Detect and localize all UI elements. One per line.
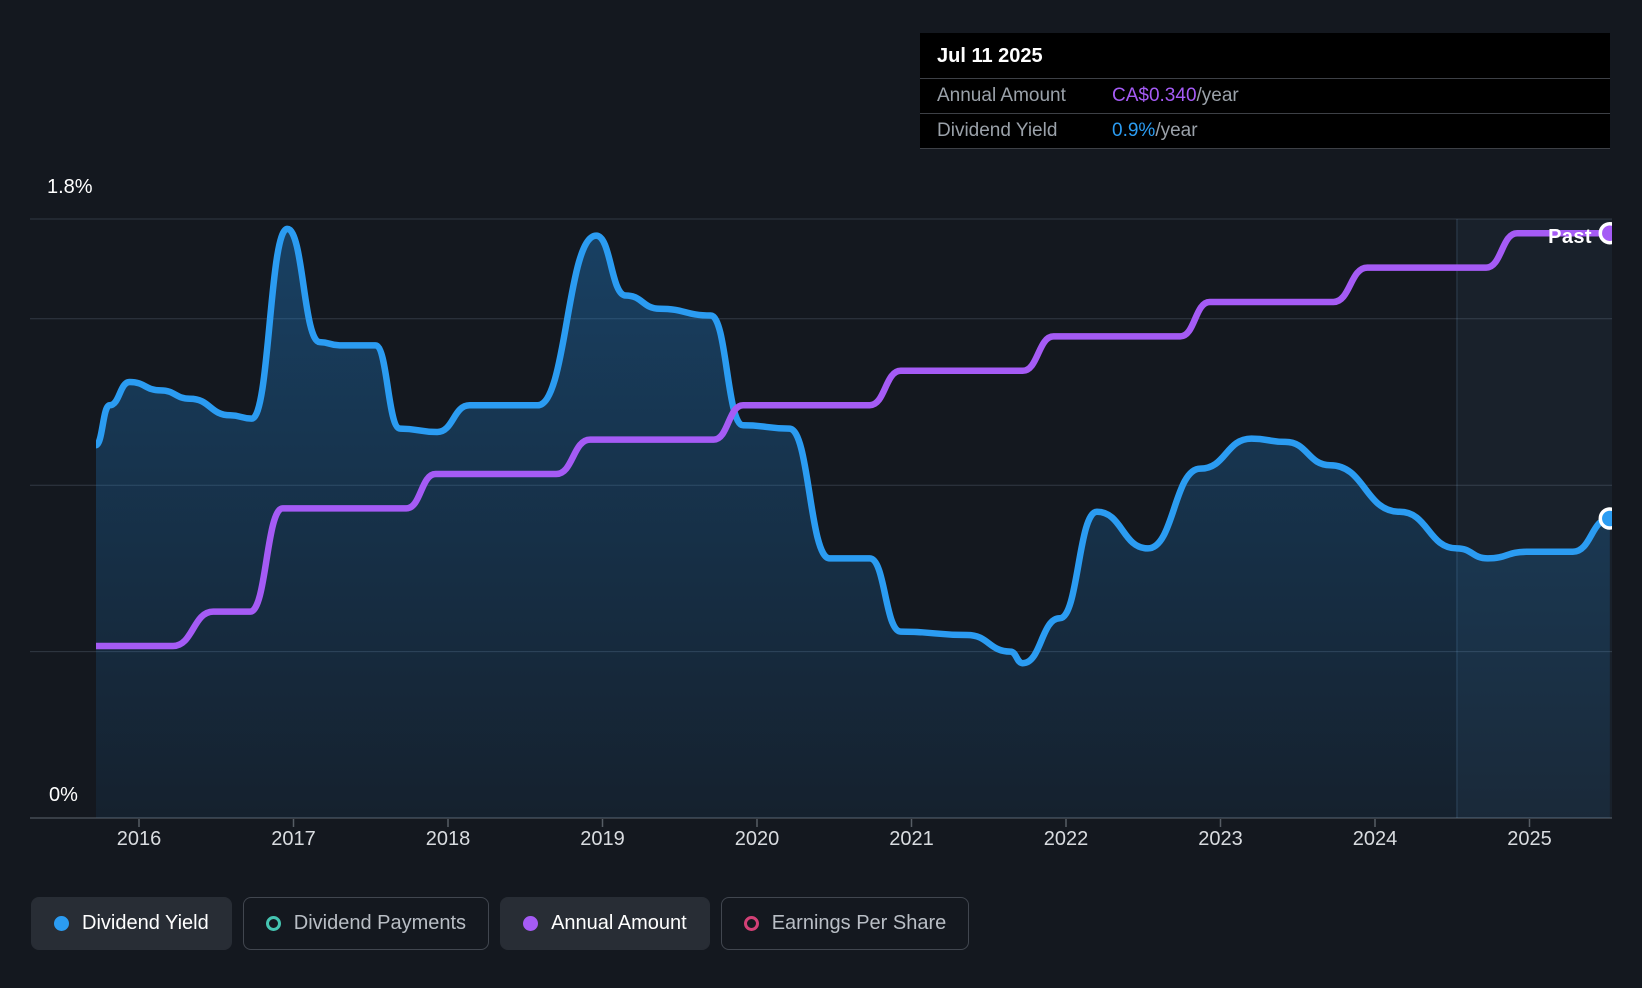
legend-button-dividend-yield[interactable]: Dividend Yield [31,897,232,950]
dividend-yield-line [96,225,1612,667]
dividend-yield-dot-icon [54,916,69,931]
annual-amount-end-marker [1598,221,1612,245]
legend-button-earnings-per-share[interactable]: Earnings Per Share [720,897,970,950]
past-label: Past [1548,226,1592,248]
legend-label: Annual Amount [551,912,687,934]
y-min-label: 0% [49,784,78,806]
tooltip-label: Annual Amount [937,85,1066,106]
legend-label: Dividend Yield [82,912,209,934]
dividend-yield-end-marker [1598,507,1612,530]
tooltip-value: 0.9% [1112,120,1156,141]
tooltip-date: Jul 11 2025 [920,33,1610,79]
annual-amount-line [96,229,1612,650]
chart-tooltip: Jul 11 2025 Annual Amount CA$0.340 /year… [920,33,1610,149]
year-label-2020: 2020 [735,828,780,850]
tooltip-row-annual-amount: Annual Amount CA$0.340 /year [920,79,1610,114]
tooltip-suffix: /year [1196,85,1239,106]
dividend-yield-area [96,228,1610,818]
x-axis: 2016 2017 2018 2019 2020 2021 2022 2023 2024 2025 [117,819,1552,850]
y-max-label: 1.8% [47,176,93,198]
tooltip-row-dividend-yield: Dividend Yield 0.9% /year [920,114,1610,149]
tooltip-value: CA$0.340 [1112,85,1197,106]
year-label-2024: 2024 [1353,828,1398,850]
legend-button-annual-amount[interactable]: Annual Amount [500,897,710,950]
year-label-2019: 2019 [580,828,625,850]
tooltip-label: Dividend Yield [937,120,1058,141]
year-label-2022: 2022 [1044,828,1089,850]
year-label-2018: 2018 [426,828,471,850]
year-label-2025: 2025 [1507,828,1552,850]
earnings-per-share-ring-icon [743,916,759,931]
tooltip-suffix: /year [1155,120,1198,141]
year-label-2021: 2021 [889,828,934,850]
year-label-2017: 2017 [271,828,316,850]
year-label-2016: 2016 [117,828,162,850]
chart-legend: Dividend Yield Dividend Payments Annual … [31,897,970,950]
legend-label: Dividend Payments [293,912,467,934]
dividend-payments-ring-icon [265,916,281,931]
annual-amount-dot-icon [523,916,539,931]
year-label-2023: 2023 [1198,828,1243,850]
legend-button-dividend-payments[interactable]: Dividend Payments [242,897,490,950]
legend-label: Earnings Per Share [771,912,947,934]
